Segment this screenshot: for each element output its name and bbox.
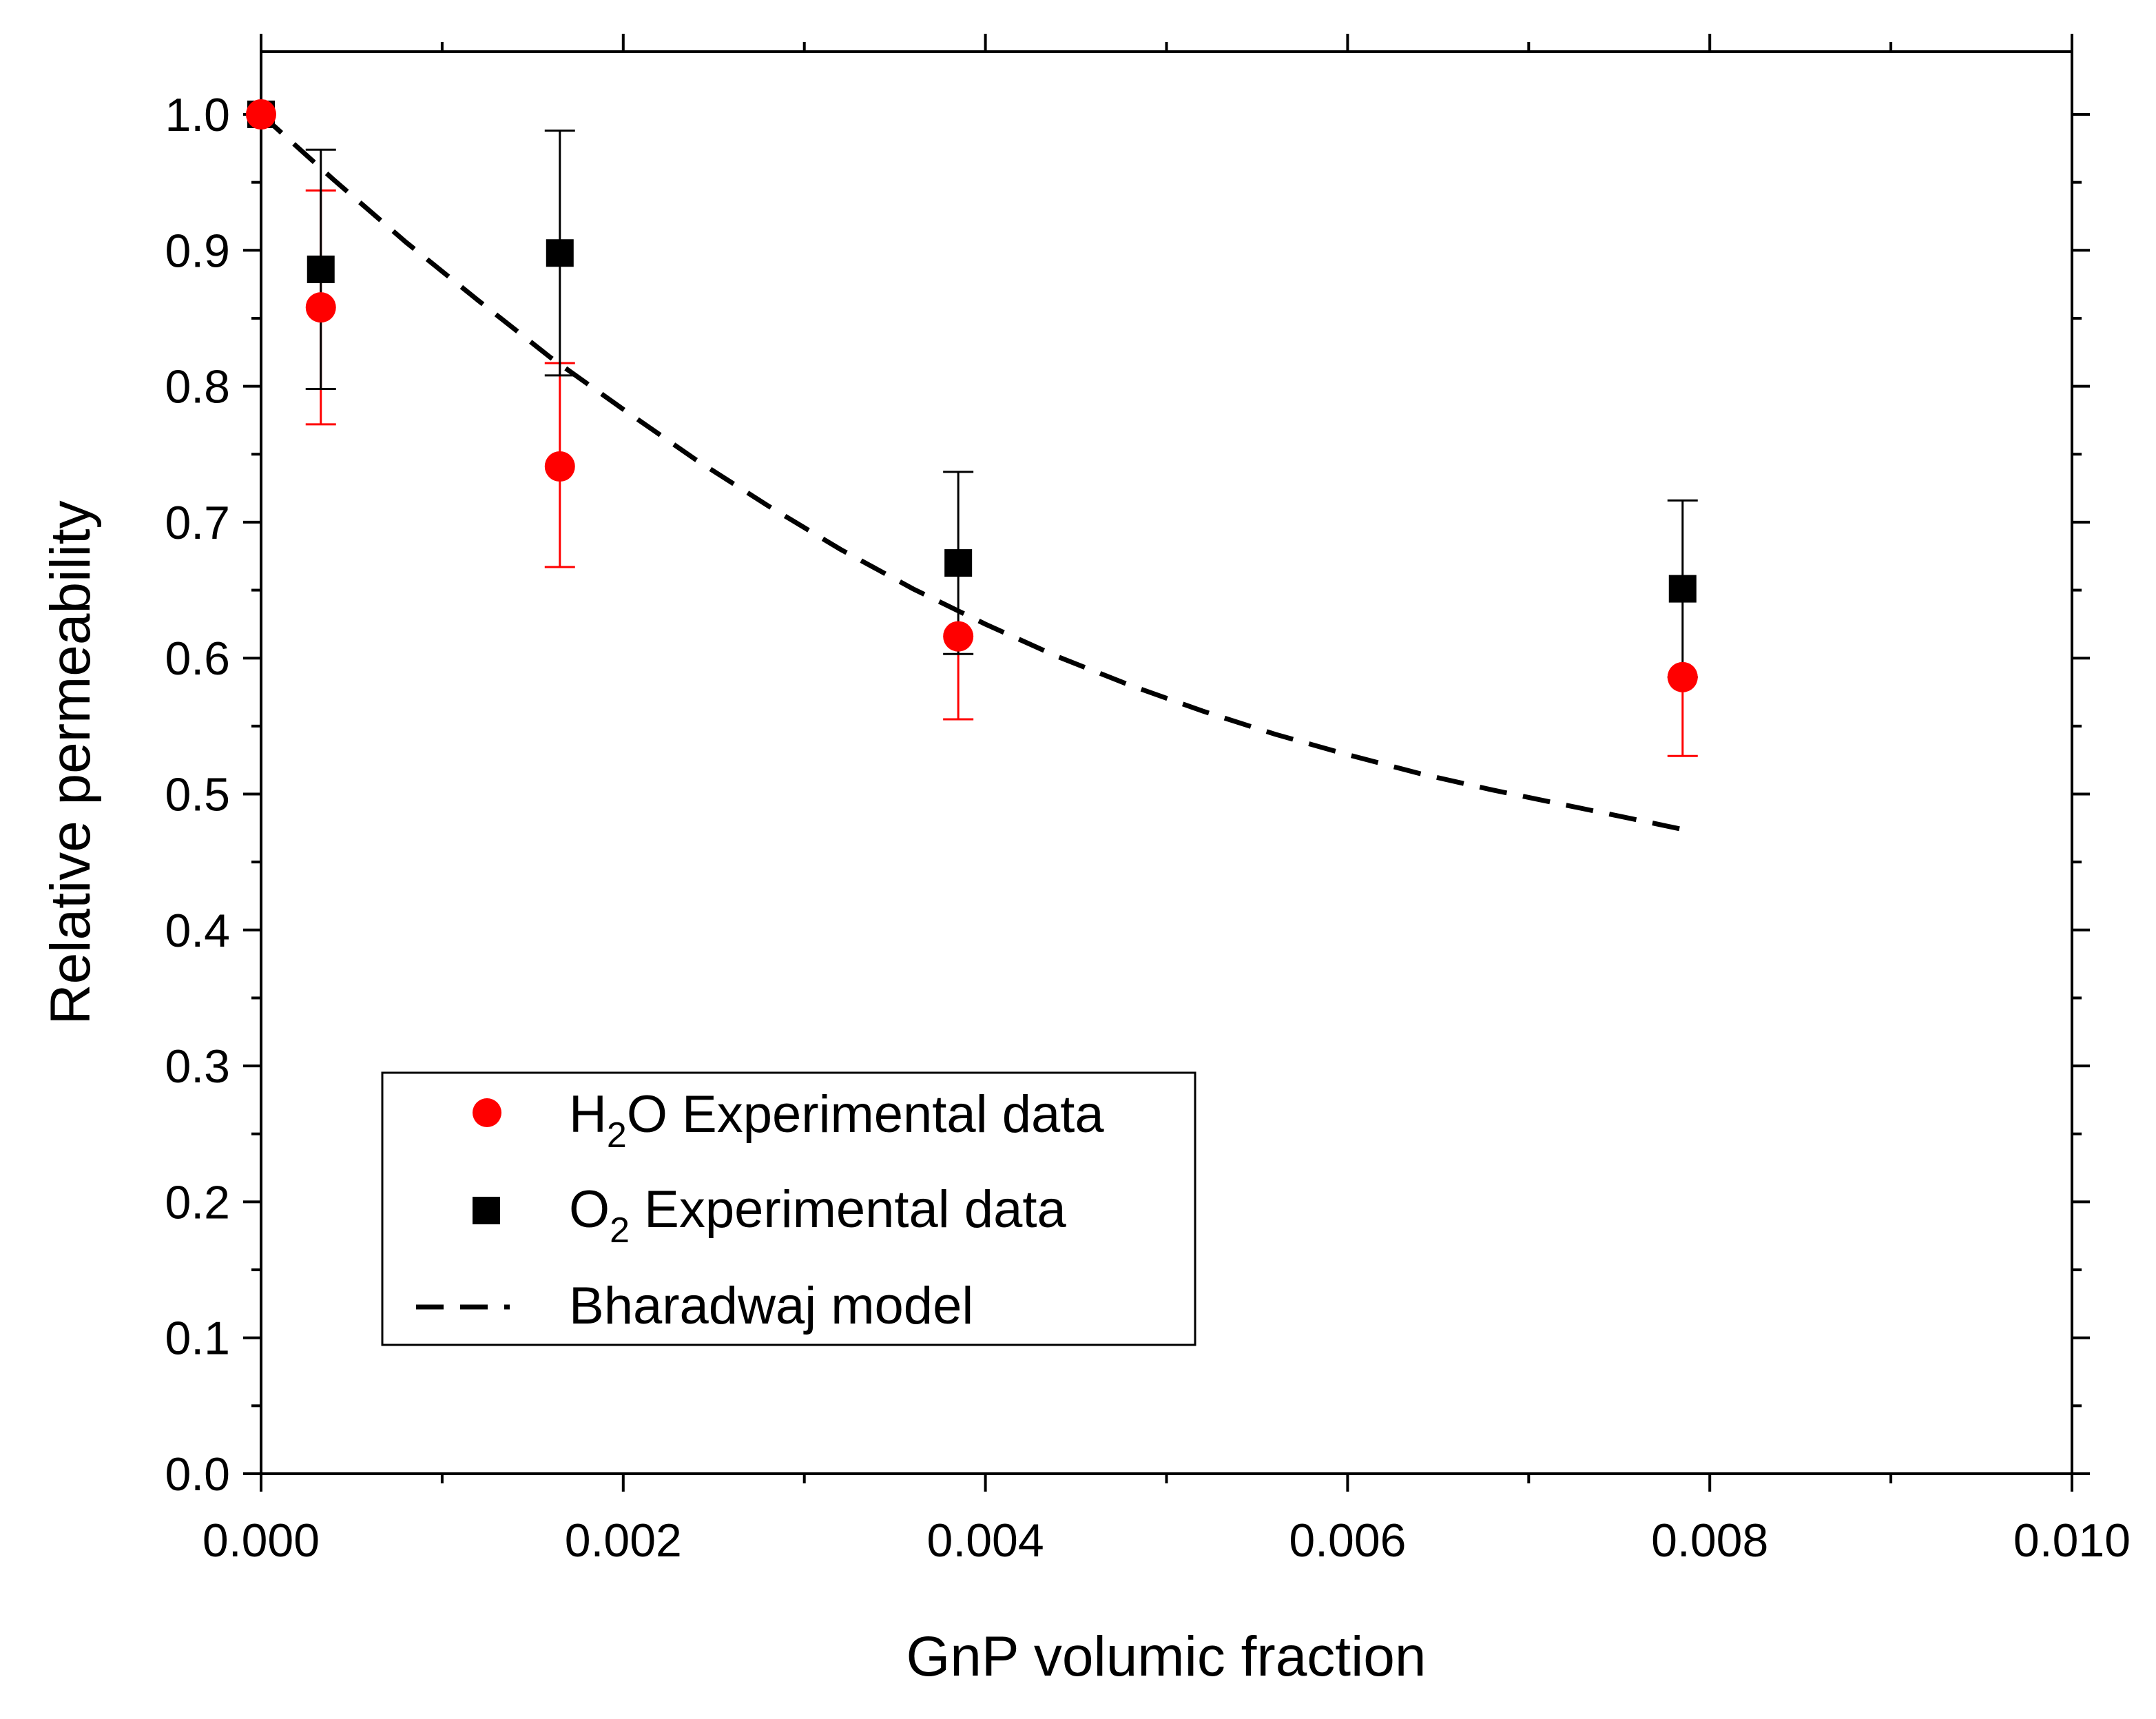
- legend-marker-o2: [473, 1197, 500, 1224]
- x-tick-label: 0.004: [927, 1514, 1044, 1567]
- axis-ticks: 0.000 0.002 0.004 0.006 0.008 0.010 0.0 0.1 0.2 0…: [165, 34, 2131, 1567]
- y-tick-label: 0.8: [165, 361, 230, 413]
- data-point-layer: [246, 99, 1698, 692]
- x-tick-label: 0.008: [1651, 1514, 1768, 1567]
- legend-label-h2o: H2O Experimental data: [569, 1085, 1104, 1155]
- legend: H2O Experimental data O2 Experimental da…: [381, 1071, 1196, 1346]
- h2o-point: [246, 99, 276, 130]
- legend-box: [381, 1071, 1196, 1346]
- x-tick-label: 0.000: [203, 1514, 320, 1567]
- error-bar-layer: [305, 130, 1698, 757]
- h2o-point: [943, 621, 974, 652]
- legend-label-model: Bharadwaj model: [569, 1277, 973, 1335]
- o2-point: [307, 255, 335, 283]
- y-axis-title: Relative permeability: [39, 500, 102, 1025]
- h2o-point: [305, 292, 336, 323]
- legend-marker-h2o: [473, 1098, 501, 1127]
- legend-label-o2: O2 Experimental data: [569, 1180, 1066, 1250]
- o2-point: [1668, 575, 1697, 603]
- y-tick-label: 0.4: [165, 905, 230, 957]
- y-tick-label: 0.6: [165, 632, 230, 685]
- x-tick-label: 0.002: [565, 1514, 682, 1567]
- y-tick-label: 0.2: [165, 1176, 230, 1228]
- x-tick-label: 0.010: [2013, 1514, 2131, 1567]
- x-tick-label: 0.006: [1289, 1514, 1406, 1567]
- h2o-point: [1667, 661, 1698, 692]
- y-tick-label: 0.5: [165, 769, 230, 821]
- o2-point: [546, 239, 574, 267]
- o2-point: [944, 549, 973, 577]
- bharadwaj-model-line: [259, 112, 1683, 832]
- y-tick-label: 0.1: [165, 1313, 230, 1365]
- y-tick-label: 0.0: [165, 1448, 230, 1501]
- x-axis-title: GnP volumic fraction: [906, 1625, 1426, 1688]
- y-tick-label: 0.9: [165, 225, 230, 277]
- y-tick-label: 1.0: [165, 89, 230, 141]
- y-tick-label: 0.3: [165, 1040, 230, 1093]
- y-tick-label: 0.7: [165, 497, 230, 549]
- h2o-point: [544, 451, 575, 482]
- model-curve-layer: [259, 112, 1683, 832]
